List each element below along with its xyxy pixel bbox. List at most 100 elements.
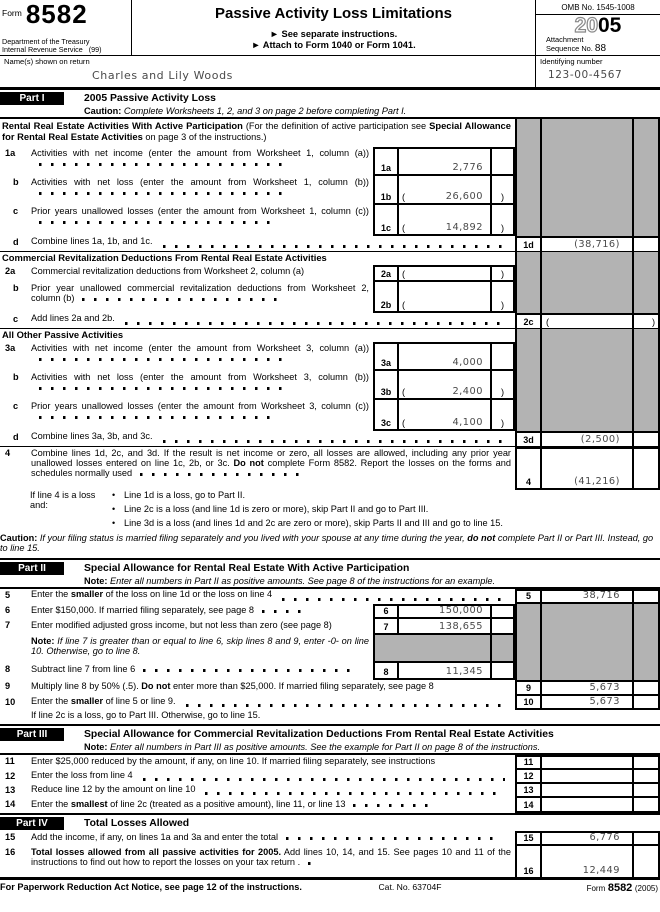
name-field[interactable]: Charles and Lily Woods <box>92 69 234 82</box>
divider <box>0 753 660 755</box>
dot-leader <box>39 387 287 390</box>
shaded-columns <box>515 663 660 680</box>
part1-label: Part I <box>0 92 64 105</box>
line-2b-desc: b Prior year unallowed commercial revita… <box>0 282 373 313</box>
field-7-value[interactable]: 138,655 <box>438 621 483 632</box>
other-section-header-row: All Other Passive Activities <box>0 328 660 342</box>
shaded-columns <box>515 329 660 342</box>
line-2a-entry-box: 2a ( ) <box>373 265 515 282</box>
line-10-text1: Enter the <box>31 696 71 706</box>
catalog-number: Cat. No. 63704F <box>378 882 442 892</box>
line-9-bold: Do not <box>141 681 171 691</box>
field-1c-value[interactable]: 14,892 <box>445 222 483 233</box>
dot-leader <box>308 862 319 865</box>
line-1d-text: Combine lines 1a, 1b, and 1c. <box>31 236 153 246</box>
field-5-value[interactable]: 38,716 <box>582 590 620 601</box>
sequence-label: Sequence No. <box>546 43 593 53</box>
field-3c-value[interactable]: 4,100 <box>452 417 483 428</box>
field-1a-value[interactable]: 2,776 <box>452 162 483 173</box>
dot-leader <box>162 440 505 443</box>
shaded-columns <box>515 252 660 265</box>
line-3a-text: Activities with net income (enter the am… <box>31 343 369 353</box>
line-16-text: Add lines 10, 14, and 15. See pages 10 a… <box>31 847 512 867</box>
shaded-columns <box>515 147 660 176</box>
title-block: Passive Activity Loss Limitations ► See … <box>132 0 535 55</box>
line-2b-text: Prior year unallowed commercial revitali… <box>31 283 369 303</box>
line-10-text2: of line 5 or line 9. <box>103 696 176 706</box>
dot-leader <box>39 163 287 166</box>
field-15-value[interactable]: 6,776 <box>589 832 620 843</box>
field-6-value[interactable]: 150,000 <box>438 605 483 616</box>
line-11-result-box: 11 <box>515 755 660 770</box>
shaded-columns <box>515 119 660 147</box>
rental-section-header: Rental Real Estate Activities With Activ… <box>0 119 515 147</box>
line-8-entry-box: 8 11,345 <box>373 663 515 680</box>
line-10-desc: 10 Enter the smaller of line 5 or line 9… <box>0 696 515 710</box>
line-12-text: Enter the loss from line 4 <box>31 770 133 780</box>
line-5-box-label: 5 <box>515 589 540 604</box>
line-3a-row: 3a Activities with net income (enter the… <box>0 342 660 371</box>
line-10-row: 10 Enter the smaller of line 5 or line 9… <box>0 696 660 710</box>
shaded-columns <box>515 604 660 619</box>
part3-note-word: Note: <box>84 742 108 752</box>
field-16-value[interactable]: 12,449 <box>582 865 620 876</box>
open-paren: ( <box>402 192 406 202</box>
identifying-number-cell: Identifying number 123-00-4567 <box>535 56 660 87</box>
caution-text1: If your filing status is married filing … <box>37 533 468 543</box>
field-10-value[interactable]: 5,673 <box>589 696 620 707</box>
dot-leader <box>39 192 287 195</box>
part3-note-text: Enter all numbers in Part III as positiv… <box>107 742 541 752</box>
part3-bar: Part III Special Allowance for Commercia… <box>0 724 660 742</box>
line-9-row: 9 Multiply line 8 by 50% (.5). Do not en… <box>0 680 660 696</box>
line-2c-box-label: 2c <box>515 313 540 328</box>
part2-label: Part II <box>0 562 64 575</box>
shaded-columns <box>515 282 660 313</box>
line-4-number: 4 <box>5 448 11 458</box>
line-3d-box-label: 3d <box>515 431 540 446</box>
line-3b-entry-box: 3b (2,400 ) <box>373 371 515 400</box>
commercial-section-header: Commercial Revitalization Deductions Fro… <box>0 252 515 265</box>
field-3d-value[interactable]: (2,500) <box>580 434 620 445</box>
dot-leader <box>82 298 281 301</box>
field-3b-value[interactable]: 2,400 <box>452 386 483 397</box>
field-9-value[interactable]: 5,673 <box>589 682 620 693</box>
field-4-value[interactable]: (41,216) <box>574 476 620 487</box>
part3-label: Part III <box>0 728 64 741</box>
form-header: Form 8582 Department of the Treasury Inte… <box>0 0 660 56</box>
part1-caution-text: Complete Worksheets 1, 2, and 3 on page … <box>121 106 407 116</box>
bullet-icon: • <box>112 504 116 514</box>
identifying-number-field[interactable]: 123-00-4567 <box>548 69 623 81</box>
footer-form-year: (2005) <box>634 884 658 893</box>
close-paren: ) <box>500 418 505 428</box>
line-8-box-label: 8 <box>375 663 399 678</box>
field-1d-value[interactable]: (38,716) <box>574 239 620 250</box>
field-3a-value[interactable]: 4,000 <box>452 357 483 368</box>
line-11-box-label: 11 <box>515 755 540 770</box>
line-4-text1: Combine lines 1d, 2c, and 3d. If the res… <box>31 448 511 468</box>
line-15-box-label: 15 <box>515 831 540 846</box>
dot-leader <box>262 610 309 613</box>
line-14-result-box: 14 <box>515 798 660 813</box>
department-99: (99) <box>88 45 102 54</box>
divider <box>0 117 660 119</box>
dot-leader <box>124 322 505 325</box>
department-block: Department of the Treasury Internal Reve… <box>2 38 130 54</box>
line-4-result-box: 4 (41,216) <box>515 447 660 490</box>
line-12-box-label: 12 <box>515 770 540 784</box>
line-15-row: 15 Add the income, if any, on lines 1a a… <box>0 831 660 846</box>
see-instructions-line: ► See separate instructions. <box>269 29 398 39</box>
shaded-columns <box>515 176 660 205</box>
field-8-value[interactable]: 11,345 <box>445 666 483 677</box>
line-2c-text: Add lines 2a and 2b. <box>31 313 115 323</box>
line-9-result-box: 9 5,673 <box>515 680 660 696</box>
field-1b-value[interactable]: 26,600 <box>445 191 483 202</box>
line-1c-number: c <box>13 206 19 216</box>
part1-bar: Part I 2005 Passive Activity Loss <box>0 90 660 106</box>
line-4-desc: 4 Combine lines 1d, 2c, and 3d. If the r… <box>0 447 515 490</box>
open-paren: ( <box>402 387 406 397</box>
close-paren: ) <box>651 317 655 327</box>
line-15-number: 15 <box>5 832 16 842</box>
line-11-number: 11 <box>5 756 15 766</box>
line-5-row: 5 Enter the smaller of the loss on line … <box>0 589 660 604</box>
line-8-text: Subtract line 7 from line 6 <box>31 664 136 674</box>
